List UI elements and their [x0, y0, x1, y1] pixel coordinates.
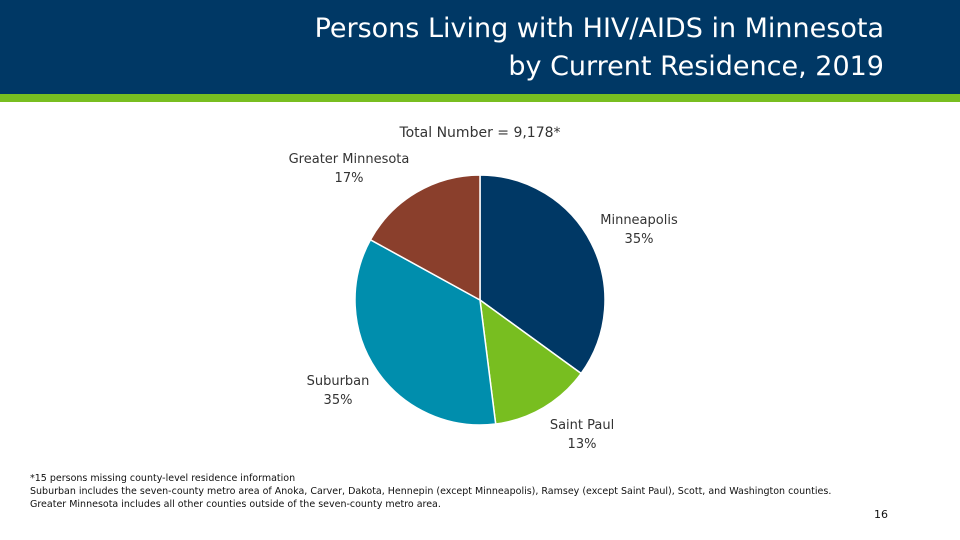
slice-label-name-minneapolis: Minneapolis: [600, 213, 678, 228]
title-banner: Persons Living with HIV/AIDS in Minnesot…: [0, 0, 960, 94]
footnote-suburban: Suburban includes the seven-county metro…: [30, 486, 832, 497]
pie-chart: Total Number = 9,178* Minneapolis 35% Sain…: [289, 125, 678, 452]
slice-suburban: [354, 238, 497, 426]
pie-slices: [354, 174, 606, 426]
slice-label-name-saint-paul: Saint Paul: [550, 418, 614, 433]
slice-label-value-greater-minnesota: 17%: [335, 171, 364, 186]
slice-minneapolis: [479, 174, 606, 375]
footnote-greater-mn: Greater Minnesota includes all other cou…: [30, 499, 441, 510]
slice-label-name-greater-minnesota: Greater Minnesota: [289, 152, 410, 167]
slice-greater-minnesota: [369, 174, 481, 302]
title-line-2: by Current Residence, 2019: [508, 51, 884, 82]
slice-label-value-minneapolis: 35%: [625, 232, 654, 247]
title-line-1: Persons Living with HIV/AIDS in Minnesot…: [314, 13, 884, 44]
slice-label-value-saint-paul: 13%: [568, 437, 597, 452]
accent-bar: [0, 94, 960, 102]
footnotes: *15 persons missing county-level residen…: [30, 472, 831, 511]
slice-labels: Minneapolis 35% Saint Paul 13% Suburban 35% Gr…: [289, 152, 678, 452]
slice-label-name-suburban: Suburban: [307, 374, 370, 389]
footnote-missing: *15 persons missing county-level residen…: [30, 473, 296, 484]
slice-label-value-suburban: 35%: [324, 393, 353, 408]
page-number: 16: [874, 508, 888, 521]
slice-saint-paul: [479, 298, 583, 425]
chart-title: Total Number = 9,178*: [398, 125, 560, 141]
page-title: Persons Living with HIV/AIDS in Minnesot…: [315, 10, 884, 86]
